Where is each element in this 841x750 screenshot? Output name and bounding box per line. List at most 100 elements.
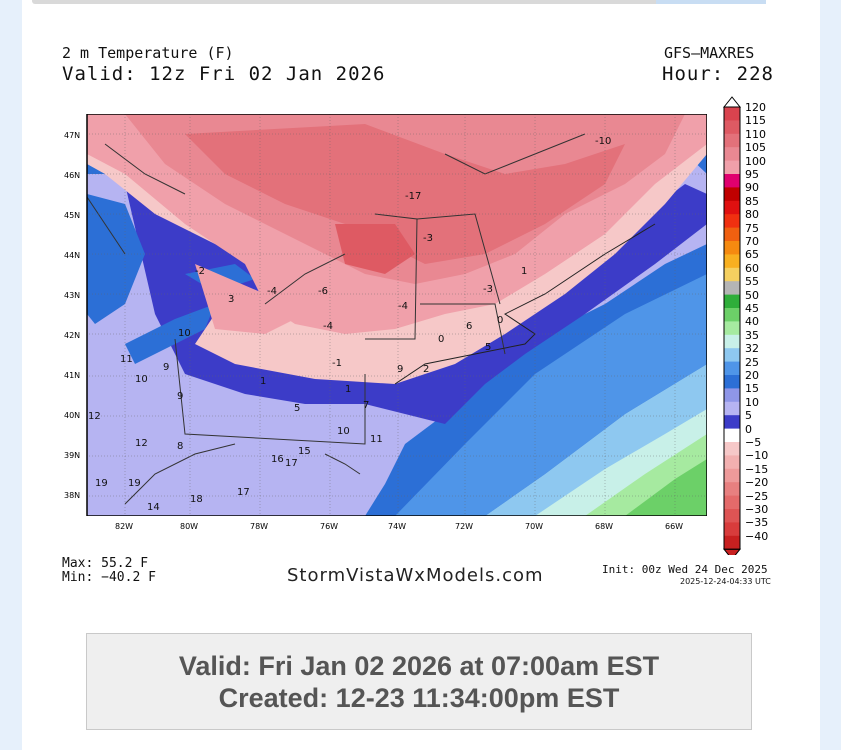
colorbar-swatch	[724, 509, 740, 523]
station-value: 15	[298, 446, 311, 457]
colorbar-label: −5	[745, 436, 762, 449]
colorbar-label: −20	[745, 476, 769, 490]
colorbar-swatch	[724, 348, 740, 363]
lon-label: 78W	[250, 522, 269, 531]
colorbar-swatch	[724, 482, 740, 497]
lat-label: 47N	[64, 131, 81, 140]
colorbar-label: 100	[745, 154, 766, 168]
station-value: 1	[260, 376, 266, 387]
station-value: 3	[228, 294, 234, 305]
station-value: 9	[397, 364, 403, 375]
colorbar-label: 25	[745, 355, 759, 369]
colorbar-swatch	[724, 227, 740, 242]
variable-title: 2 m Temperature (F)	[62, 44, 234, 62]
colorbar-label: 90	[745, 181, 759, 195]
station-value: -10	[595, 136, 611, 147]
station-value: 5	[294, 403, 300, 414]
station-value: 8	[177, 441, 183, 452]
colorbar-label: 40	[745, 315, 759, 329]
station-value: -3	[423, 233, 433, 244]
station-value: 1	[345, 384, 351, 395]
colorbar-label: 115	[745, 114, 766, 128]
lat-label: 44N	[64, 251, 81, 260]
colorbar-swatch	[724, 267, 740, 282]
station-value: -6	[318, 286, 328, 297]
model-title: GFS—MAXRES	[664, 44, 755, 62]
colorbar-outline	[723, 106, 741, 550]
lat-label: 40N	[64, 411, 81, 420]
colorbar-label: 5	[745, 409, 752, 423]
colorbar-label: −10	[745, 449, 769, 463]
cold-core-2	[195, 264, 295, 334]
station-value: 10	[178, 328, 191, 339]
station-value: 10	[135, 374, 148, 385]
colorbar-swatch	[724, 241, 740, 255]
station-value: 16	[271, 454, 284, 465]
station-value: 9	[177, 391, 183, 402]
lon-label: 68W	[595, 522, 614, 531]
station-value: 19	[95, 478, 108, 489]
lat-label: 41N	[64, 371, 81, 380]
colorbar-label: 95	[745, 168, 759, 181]
lat-label: 42N	[64, 331, 81, 340]
colorbar-swatch	[724, 160, 740, 175]
colorbar-label: 105	[745, 141, 766, 155]
station-value: 0	[497, 315, 503, 326]
colorbar-swatch	[724, 321, 740, 336]
station-value: 0	[438, 334, 444, 345]
station-value: 1	[521, 266, 527, 277]
cold-red-deep	[185, 124, 625, 264]
station-value: 14	[147, 502, 160, 513]
station-value: 9	[163, 362, 169, 373]
station-value: 10	[337, 426, 350, 437]
created-time-line: Created: 12-23 11:34:00pm EST	[218, 682, 620, 713]
lat-label: 43N	[64, 291, 81, 300]
colorbar-label: 65	[745, 248, 759, 262]
borders	[87, 133, 586, 505]
colorbar-bottom-arrow	[722, 548, 742, 555]
station-value: 11	[120, 354, 133, 365]
station-value: -4	[398, 301, 408, 312]
colorbar-label: 10	[745, 395, 759, 409]
station-value: 18	[190, 494, 203, 505]
station-value: 12	[88, 411, 101, 422]
colorbar-swatch	[724, 147, 740, 162]
lat-label: 46N	[64, 171, 81, 180]
station-value: -1	[332, 358, 342, 369]
valid-time-line: Valid: Fri Jan 02 2026 at 07:00am EST	[178, 650, 660, 681]
min-value: Min: −40.2 F	[62, 570, 156, 585]
max-value: Max: 55.2 F	[62, 556, 149, 571]
station-value: -4	[267, 286, 277, 297]
station-value: 17	[237, 487, 250, 498]
station-value: 5	[485, 342, 491, 353]
colorbar-label: 55	[745, 275, 759, 289]
colorbar-label: 32	[745, 342, 759, 356]
colorbar-swatch	[724, 401, 740, 416]
colorbar-swatch	[724, 214, 740, 229]
station-value: -2	[195, 266, 205, 277]
lon-label: 72W	[455, 522, 474, 531]
hour-title: Hour: 228	[662, 63, 774, 85]
colorbar-swatch	[724, 468, 740, 483]
valid-info-box: Valid: Fri Jan 02 2026 at 07:00am EST Cr…	[86, 633, 752, 730]
colorbar-label: 0	[745, 422, 752, 436]
station-value: -4	[323, 321, 333, 332]
station-value: -17	[405, 191, 421, 202]
colorbar-swatch	[724, 107, 740, 121]
lake-huron	[87, 194, 145, 324]
lon-label: 74W	[388, 522, 407, 531]
lon-label: 80W	[180, 522, 199, 531]
station-value: 17	[285, 458, 298, 469]
ocean-band-mid	[395, 274, 707, 516]
colorbar-swatch	[724, 294, 740, 309]
colorbar-label: −40	[745, 529, 769, 543]
colorbar-label: 120	[745, 101, 766, 114]
colorbar-swatch	[724, 415, 740, 430]
colorbar-swatch	[724, 174, 740, 188]
station-value: 12	[135, 438, 148, 449]
colorbar-label: 50	[745, 288, 759, 302]
colorbar-label: 70	[745, 235, 759, 248]
colorbar-label: 110	[745, 127, 766, 141]
station-value: 2	[423, 364, 429, 375]
colorbar-label: 45	[745, 302, 759, 315]
